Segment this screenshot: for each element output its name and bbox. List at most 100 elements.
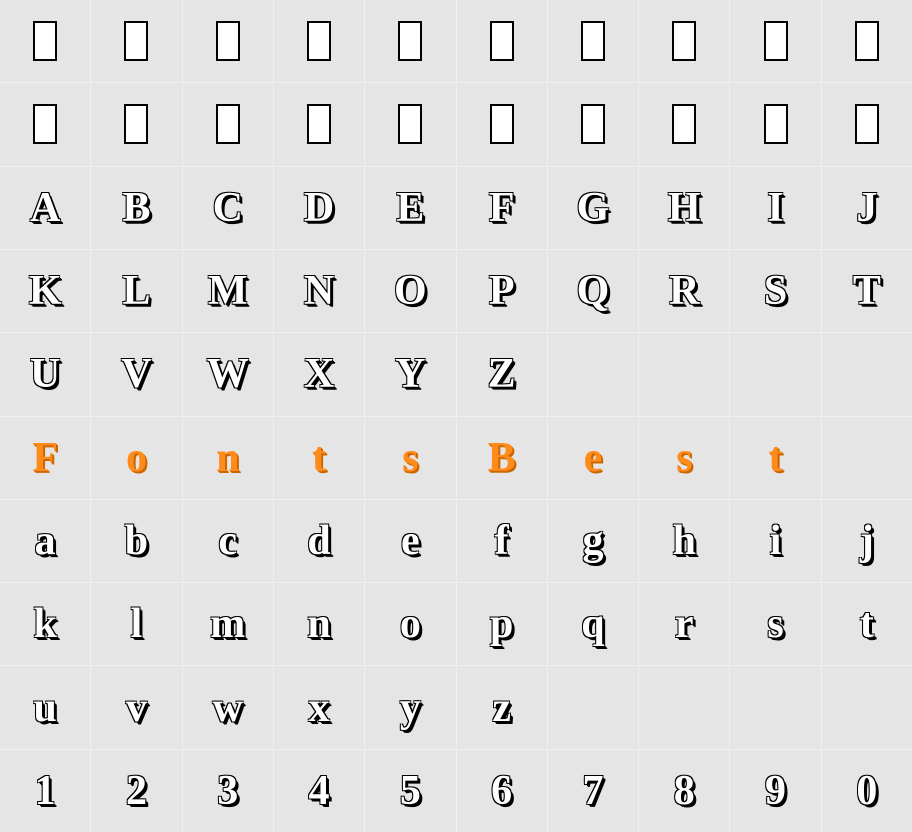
missing-glyph-icon bbox=[490, 104, 514, 144]
glyph-cell bbox=[457, 83, 547, 165]
glyph-cell bbox=[639, 0, 729, 82]
glyph-cell: 3 bbox=[183, 750, 273, 832]
glyph-char: A bbox=[30, 187, 60, 229]
missing-glyph-icon bbox=[398, 104, 422, 144]
missing-glyph-icon bbox=[581, 104, 605, 144]
glyph-char: I bbox=[767, 187, 783, 229]
glyph-cell: L bbox=[91, 250, 181, 332]
glyph-char: s bbox=[676, 437, 692, 479]
glyph-char: 2 bbox=[126, 770, 147, 812]
missing-glyph-icon bbox=[216, 21, 240, 61]
glyph-char: 8 bbox=[674, 770, 695, 812]
glyph-cell: e bbox=[365, 500, 455, 582]
glyph-cell: 6 bbox=[457, 750, 547, 832]
glyph-cell: t bbox=[822, 583, 912, 665]
glyph-cell: d bbox=[274, 500, 364, 582]
glyph-cell: N bbox=[274, 250, 364, 332]
glyph-cell bbox=[91, 0, 181, 82]
glyph-cell: j bbox=[822, 500, 912, 582]
glyph-cell bbox=[822, 666, 912, 748]
glyph-char: 3 bbox=[217, 770, 238, 812]
glyph-char: r bbox=[675, 603, 694, 645]
glyph-char: 7 bbox=[582, 770, 603, 812]
glyph-cell: P bbox=[457, 250, 547, 332]
glyph-cell bbox=[730, 333, 820, 415]
glyph-cell bbox=[822, 333, 912, 415]
glyph-char: l bbox=[131, 603, 143, 645]
glyph-char: z bbox=[492, 687, 511, 729]
glyph-char: 1 bbox=[35, 770, 56, 812]
glyph-cell bbox=[274, 83, 364, 165]
glyph-cell: T bbox=[822, 250, 912, 332]
glyph-cell bbox=[274, 0, 364, 82]
glyph-char: E bbox=[396, 187, 424, 229]
glyph-cell bbox=[365, 0, 455, 82]
glyph-char: L bbox=[122, 270, 150, 312]
glyph-char: t bbox=[769, 437, 783, 479]
glyph-cell: c bbox=[183, 500, 273, 582]
glyph-cell: m bbox=[183, 583, 273, 665]
glyph-cell: n bbox=[274, 583, 364, 665]
glyph-char: U bbox=[30, 353, 60, 395]
glyph-cell bbox=[548, 83, 638, 165]
glyph-cell: s bbox=[365, 417, 455, 499]
glyph-cell: 2 bbox=[91, 750, 181, 832]
glyph-cell: B bbox=[457, 417, 547, 499]
glyph-cell bbox=[730, 83, 820, 165]
glyph-char: b bbox=[125, 520, 148, 562]
glyph-char: u bbox=[33, 687, 56, 729]
glyph-char: k bbox=[33, 603, 56, 645]
glyph-cell: Y bbox=[365, 333, 455, 415]
glyph-char: 0 bbox=[856, 770, 877, 812]
glyph-char: Z bbox=[488, 353, 516, 395]
glyph-cell: S bbox=[730, 250, 820, 332]
glyph-char: q bbox=[581, 603, 604, 645]
glyph-cell: 4 bbox=[274, 750, 364, 832]
missing-glyph-icon bbox=[764, 104, 788, 144]
glyph-cell: H bbox=[639, 167, 729, 249]
glyph-char: w bbox=[213, 687, 243, 729]
glyph-cell: b bbox=[91, 500, 181, 582]
glyph-char: 5 bbox=[400, 770, 421, 812]
glyph-char: g bbox=[582, 520, 603, 562]
glyph-char: a bbox=[35, 520, 56, 562]
glyph-cell: B bbox=[91, 167, 181, 249]
glyph-cell: 7 bbox=[548, 750, 638, 832]
glyph-cell: t bbox=[730, 417, 820, 499]
glyph-cell: x bbox=[274, 666, 364, 748]
glyph-cell bbox=[822, 417, 912, 499]
glyph-cell: i bbox=[730, 500, 820, 582]
missing-glyph-icon bbox=[855, 104, 879, 144]
glyph-cell bbox=[639, 83, 729, 165]
glyph-char: T bbox=[853, 270, 881, 312]
glyph-char: R bbox=[669, 270, 699, 312]
glyph-cell: t bbox=[274, 417, 364, 499]
glyph-cell: h bbox=[639, 500, 729, 582]
glyph-char: 4 bbox=[309, 770, 330, 812]
glyph-char: v bbox=[126, 687, 147, 729]
missing-glyph-icon bbox=[124, 104, 148, 144]
missing-glyph-icon bbox=[33, 104, 57, 144]
glyph-char: c bbox=[218, 520, 237, 562]
glyph-char: F bbox=[489, 187, 515, 229]
glyph-char: M bbox=[208, 270, 248, 312]
glyph-cell: W bbox=[183, 333, 273, 415]
glyph-cell: y bbox=[365, 666, 455, 748]
glyph-cell: 1 bbox=[0, 750, 90, 832]
glyph-grid: ABCDEFGHIJKLMNOPQRSTUVWXYZFontsBestabcde… bbox=[0, 0, 912, 832]
glyph-char: t bbox=[860, 603, 874, 645]
glyph-cell: A bbox=[0, 167, 90, 249]
glyph-char: V bbox=[121, 353, 151, 395]
glyph-cell: o bbox=[91, 417, 181, 499]
glyph-char: H bbox=[668, 187, 701, 229]
missing-glyph-icon bbox=[307, 21, 331, 61]
glyph-cell: v bbox=[91, 666, 181, 748]
glyph-char: p bbox=[490, 603, 513, 645]
missing-glyph-icon bbox=[672, 104, 696, 144]
glyph-cell: r bbox=[639, 583, 729, 665]
glyph-char: S bbox=[764, 270, 787, 312]
missing-glyph-icon bbox=[581, 21, 605, 61]
glyph-char: K bbox=[29, 270, 62, 312]
glyph-char: G bbox=[577, 187, 610, 229]
missing-glyph-icon bbox=[855, 21, 879, 61]
